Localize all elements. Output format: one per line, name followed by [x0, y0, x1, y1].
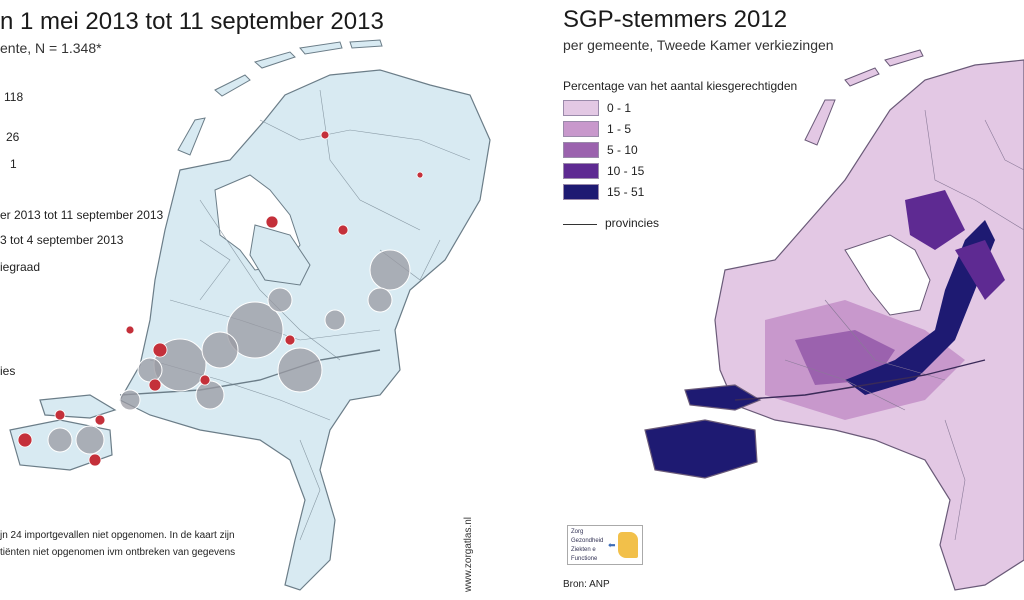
thumbnail-menu: Zorg Gezondheid Ziekten e Functione	[571, 528, 603, 564]
size-legend-26: 26	[6, 130, 20, 144]
recent-case-dot	[17, 432, 33, 448]
legend-label: 10 - 15	[607, 164, 645, 178]
case-count-bubble	[75, 425, 105, 455]
case-count-bubble	[226, 301, 284, 359]
legend-label: 1 - 5	[607, 122, 632, 136]
case-count-bubble	[324, 309, 346, 331]
measles-map-panel: n 1 mei 2013 tot 11 september 2013 ente,…	[0, 8, 491, 592]
case-count-bubble	[367, 287, 393, 313]
legend-swatch	[563, 163, 599, 179]
wadden-islands	[177, 39, 383, 156]
thumbnail-menu-item: Functione	[571, 556, 598, 562]
flevoland	[249, 224, 311, 286]
wadden-islands	[804, 49, 924, 146]
recent-case-dot	[320, 130, 330, 140]
municipal-borders	[149, 89, 471, 541]
recent-case-dot	[199, 374, 211, 386]
recent-case-dot	[337, 224, 349, 236]
case-count-bubble	[277, 347, 323, 393]
legend-swatch	[563, 100, 599, 116]
thumbnail-menu-item: Zorg	[571, 529, 584, 535]
zone-10-15-east	[955, 240, 1005, 300]
case-bubbles	[17, 130, 424, 467]
period-legend-recent: 3 tot 4 september 2013	[0, 233, 124, 247]
sgp-map-canvas	[644, 49, 1024, 591]
rivers	[119, 349, 381, 396]
zone-bible-belt	[845, 220, 995, 395]
recent-case-dot	[416, 171, 424, 179]
ijsselmeer	[844, 234, 931, 316]
recent-case-dot	[152, 342, 168, 358]
right-map-subtitle: per gemeente, Tweede Kamer verkiezingen	[563, 37, 834, 53]
recent-case-dot	[54, 409, 66, 421]
province-line-swatch	[563, 224, 597, 225]
recent-case-dot	[88, 453, 102, 467]
left-map-title: n 1 mei 2013 tot 11 september 2013	[0, 8, 384, 35]
legend-title: Percentage van het aantal kiesgerechtigd…	[563, 79, 798, 93]
case-count-bubble	[369, 249, 411, 291]
legend-swatch	[563, 142, 599, 158]
municipal-borders	[784, 109, 1024, 541]
zorgatlas-watermark: www.zorgatlas.nl	[463, 516, 474, 592]
source-label: Bron: ANP	[563, 579, 610, 590]
measles-map-canvas	[9, 39, 491, 591]
arrow-left-icon: ⬅	[608, 540, 616, 550]
period-legend-all: er 2013 tot 11 september 2013	[0, 208, 164, 222]
footnote-line-1: jn 24 importgevallen niet opgenomen. In …	[0, 530, 235, 541]
recent-case-dot	[265, 215, 279, 229]
size-legend-1: 1	[10, 157, 17, 171]
recent-case-dot	[148, 378, 162, 392]
legend-label: 15 - 51	[607, 185, 645, 199]
legend-swatch	[563, 184, 599, 200]
province-line-label: provincies	[605, 216, 660, 230]
zone-10-15	[905, 190, 965, 250]
province-legend-label: ies	[0, 364, 16, 378]
netherlands-map-right	[644, 49, 1024, 591]
recent-case-dot	[94, 414, 106, 426]
rivers	[734, 359, 986, 401]
recent-case-dot	[284, 334, 296, 346]
case-count-bubble	[47, 427, 73, 453]
vaccination-legend-label: iegraad	[0, 260, 41, 274]
right-map-title: SGP-stemmers 2012	[563, 6, 788, 33]
case-count-bubble	[119, 389, 141, 411]
zeeland-islands	[644, 384, 762, 479]
map-landmass	[119, 69, 491, 591]
footnote-line-2: tiënten niet opgenomen ivm ontbreken van…	[0, 547, 236, 558]
sgp-map-panel: SGP-stemmers 2012 per gemeente, Tweede K…	[545, 0, 1024, 600]
size-legend-118: 118	[4, 90, 24, 104]
thumbnail-menu-item: Gezondheid	[571, 538, 604, 544]
case-count-bubble	[137, 357, 163, 383]
recent-case-dot	[125, 325, 135, 335]
left-map-subtitle: ente, N = 1.348*	[0, 40, 102, 56]
mini-map-icon	[618, 532, 638, 558]
case-count-bubble	[201, 331, 239, 369]
legend-label: 5 - 10	[607, 143, 638, 157]
legend-label: 0 - 1	[607, 101, 632, 115]
case-count-bubble	[267, 287, 293, 313]
navigation-thumbnail[interactable]: Zorg Gezondheid Ziekten e Functione ⬅	[567, 525, 643, 565]
legend-swatch	[563, 121, 599, 137]
thumbnail-menu-item: Ziekten e	[571, 547, 596, 553]
case-count-bubble	[195, 380, 225, 410]
